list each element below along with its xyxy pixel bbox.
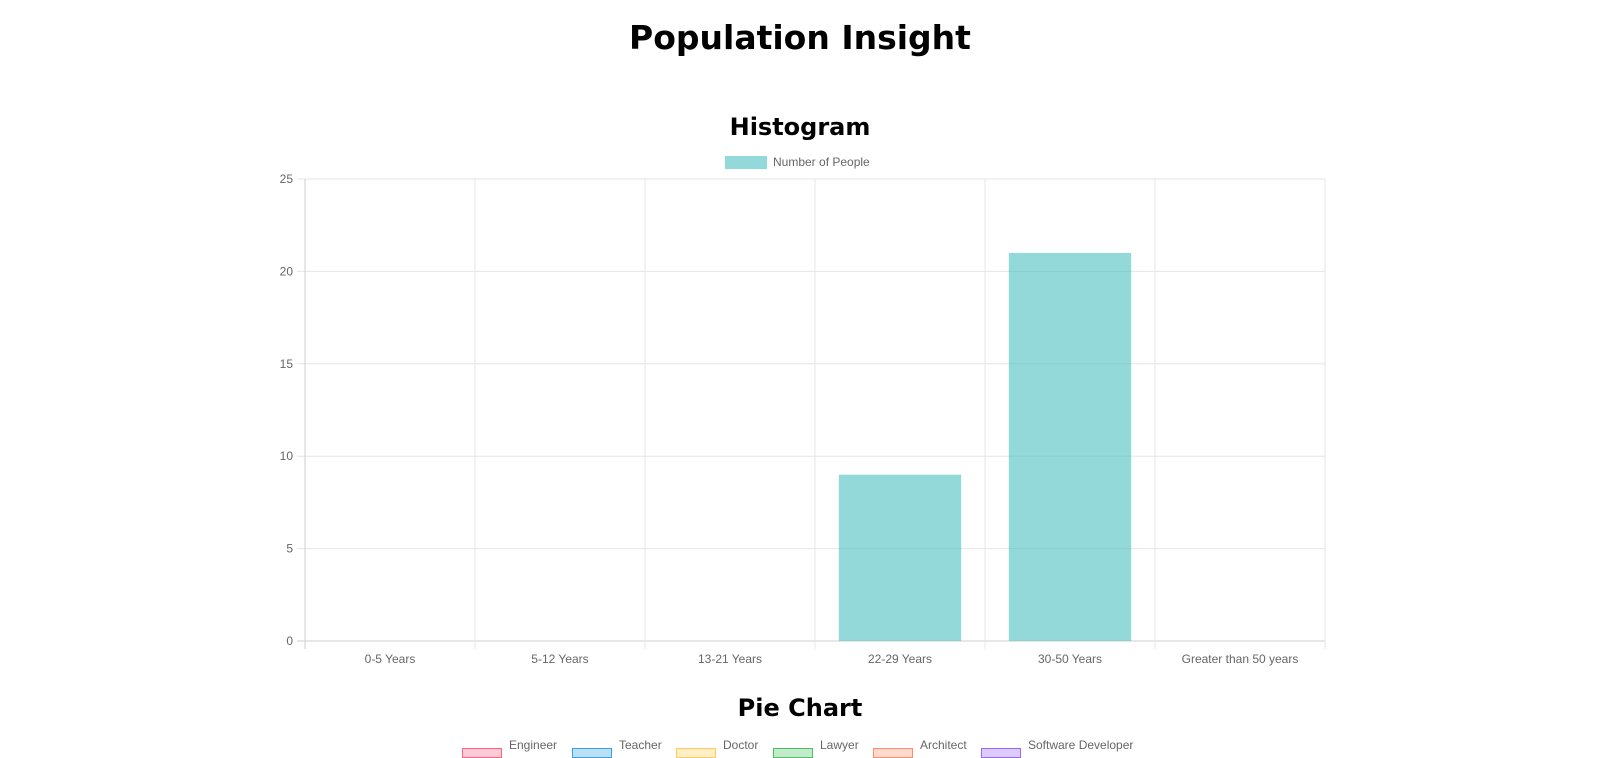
x-tick-label: 0-5 Years [365,652,416,666]
histogram-title: Histogram [729,113,871,141]
y-tick-label: 0 [286,634,293,648]
histogram-bar [838,474,962,641]
x-tick-label: 5-12 Years [531,652,588,666]
pie-legend-label: Lawyer [820,738,859,752]
page-title: Population Insight [629,18,971,57]
x-tick-label: Greater than 50 years [1182,652,1299,666]
x-tick-label: 13-21 Years [698,652,762,666]
pie-legend-label: Architect [920,738,967,752]
y-tick-label: 5 [286,542,293,556]
pie-legend-swatch [773,748,813,758]
y-tick-label: 20 [280,264,294,278]
pie-legend-swatch [462,748,502,758]
x-tick-label: 22-29 Years [868,652,932,666]
histogram-bar [1008,252,1132,642]
pie-legend-label: Teacher [619,738,662,752]
y-tick-label: 10 [280,449,294,463]
pie-legend-label: Software Developer [1028,738,1134,752]
y-tick-label: 25 [280,172,294,186]
pie-legend-label: Engineer [509,738,558,752]
pie-legend-swatch [981,748,1021,758]
x-tick-label: 30-50 Years [1038,652,1102,666]
pie-legend-swatch [572,748,612,758]
pie-legend: Engineer Teacher Doctor Lawyer Architect Soft… [0,738,1600,758]
pie-chart-title: Pie Chart [737,694,863,722]
pie-legend-label: Doctor [723,738,759,752]
legend-swatch [725,156,767,169]
pie-legend-swatch [676,748,716,758]
pie-legend-swatch [873,748,913,758]
legend-label: Number of People [773,155,870,169]
y-tick-label: 15 [280,357,294,371]
